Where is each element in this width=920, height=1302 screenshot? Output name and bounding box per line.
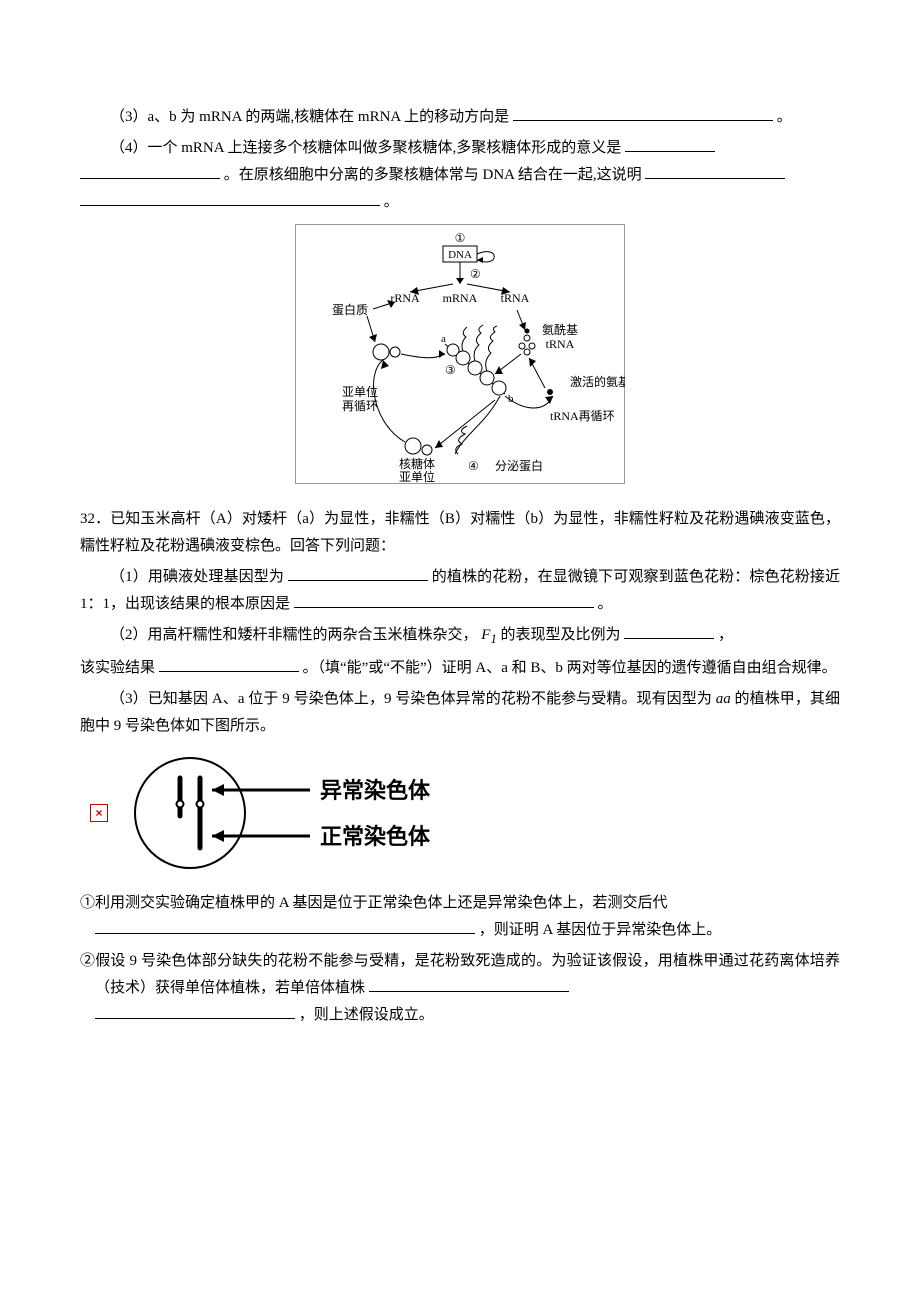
blank bbox=[288, 580, 428, 581]
abn-label: 异常染色体 bbox=[320, 778, 431, 803]
q32-3-1a: ①利用测交实验确定植株甲的 A 基因是位于正常染色体上还是异常染色体上，若测交后… bbox=[80, 895, 668, 911]
blank bbox=[95, 933, 475, 934]
chrom-svg: 异常染色体 正常染色体 bbox=[120, 748, 480, 878]
n4: ④ bbox=[468, 459, 479, 473]
blank bbox=[625, 151, 715, 152]
blank bbox=[513, 120, 773, 121]
n2: ② bbox=[470, 267, 481, 281]
blank bbox=[80, 178, 220, 179]
q31-3: （3）a、b 为 mRNA 的两端,核糖体在 mRNA 上的移动方向是 。 bbox=[80, 104, 840, 131]
q32-2: （2）用高杆糯性和矮杆非糯性的两杂合玉米植株杂交， F1 的表现型及比例为 ， bbox=[80, 622, 840, 651]
q31-4b: 。在原核细胞中分离的多聚核糖体常与 DNA 结合在一起,这说明 bbox=[224, 167, 642, 183]
protein: 蛋白质 bbox=[332, 302, 368, 317]
aatrna: tRNA bbox=[546, 337, 575, 351]
blank bbox=[645, 178, 785, 179]
f1-1: 1 bbox=[490, 632, 496, 646]
q31-3-tail: 。 bbox=[777, 109, 792, 125]
aa: 氨酰基 bbox=[542, 323, 578, 337]
q32-2a: （2）用高杆糯性和矮杆非糯性的两杂合玉米植株杂交， bbox=[110, 627, 478, 643]
blank bbox=[80, 205, 380, 206]
q32-3-1b: ，则证明 A 基因位于异常染色体上。 bbox=[479, 922, 722, 938]
nor-label: 正常染色体 bbox=[320, 824, 431, 849]
q32-3-1: ①利用测交实验确定植株甲的 A 基因是位于正常染色体上还是异常染色体上，若测交后… bbox=[80, 890, 840, 944]
n1: ① bbox=[455, 231, 466, 245]
sub-b: 再循环 bbox=[342, 399, 378, 413]
blank bbox=[369, 991, 569, 992]
q32-nla: 该实验结果 bbox=[80, 660, 155, 676]
blank bbox=[95, 1018, 295, 1019]
q31-4a: （4）一个 mRNA 上连接多个核糖体叫做多聚核糖体,多聚核糖体形成的意义是 bbox=[110, 140, 621, 156]
q32-3-2b: ，则上述假设成立。 bbox=[299, 1007, 434, 1023]
dna: DNA bbox=[448, 249, 472, 261]
figure-chromosome: × 异常染色体 正常染色体 bbox=[80, 748, 840, 878]
q31-3-text: （3）a、b 为 mRNA 的两端,核糖体在 mRNA 上的移动方向是 bbox=[110, 109, 509, 125]
ribo-a: 核糖体 bbox=[399, 456, 435, 471]
q32-2b: 的表现型及比例为 bbox=[500, 627, 620, 643]
q31-4-tail: 。 bbox=[384, 194, 399, 210]
translation-svg: ① DNA ② rRNA mRNA tRNA 蛋白质 bbox=[295, 224, 625, 484]
ribo-b: 亚单位 bbox=[399, 469, 435, 484]
aa-it: aa bbox=[716, 691, 731, 707]
blank bbox=[159, 671, 299, 672]
q32-2c: ， bbox=[718, 627, 733, 643]
secreted: 分泌蛋白 bbox=[495, 458, 543, 473]
q32-stem-text: 32．已知玉米高杆（A）对矮杆（a）为显性，非糯性（B）对糯性（b）为显性，非糯… bbox=[80, 511, 840, 554]
q32-3: （3）已知基因 A、a 位于 9 号染色体上，9 号染色体异常的花粉不能参与受精… bbox=[80, 686, 840, 740]
sub-a: 亚单位 bbox=[342, 384, 378, 399]
q32-3-2: ②假设 9 号染色体部分缺失的花粉不能参与受精，是花粉致死造成的。为验证该假设，… bbox=[80, 948, 840, 1029]
n3: ③ bbox=[445, 363, 456, 377]
mrna: mRNA bbox=[443, 291, 478, 305]
q32-3a: （3）已知基因 A、a 位于 9 号染色体上，9 号染色体异常的花粉不能参与受精… bbox=[110, 691, 716, 707]
blank bbox=[624, 638, 714, 639]
blank bbox=[294, 607, 594, 608]
activated: 激活的氨基酸 bbox=[570, 374, 625, 389]
broken-image-icon: × bbox=[90, 804, 108, 822]
q32-nlb: 。（填“能”或“不能”）证明 A、a 和 B、b 两对等位基因的遗传遵循自由组合… bbox=[303, 660, 837, 676]
q32-nl: 该实验结果 。（填“能”或“不能”）证明 A、a 和 B、b 两对等位基因的遗传… bbox=[80, 655, 840, 682]
a: a bbox=[441, 333, 446, 345]
q32-3-2a: ②假设 9 号染色体部分缺失的花粉不能参与受精，是花粉致死造成的。为验证该假设，… bbox=[80, 953, 840, 996]
page: （3）a、b 为 mRNA 的两端,核糖体在 mRNA 上的移动方向是 。 （4… bbox=[0, 0, 920, 1093]
q32-stem: 32．已知玉米高杆（A）对矮杆（a）为显性，非糯性（B）对糯性（b）为显性，非糯… bbox=[80, 506, 840, 560]
q32-1: （1）用碘液处理基因型为 的植株的花粉，在显微镜下可观察到蓝色花粉：棕色花粉接近… bbox=[80, 564, 840, 618]
trna-recycle: tRNA再循环 bbox=[550, 409, 615, 423]
q31-4: （4）一个 mRNA 上连接多个核糖体叫做多聚核糖体,多聚核糖体形成的意义是 。… bbox=[80, 135, 840, 216]
q32-1c: 。 bbox=[598, 596, 613, 612]
q32-1a: （1）用碘液处理基因型为 bbox=[110, 569, 284, 585]
figure-translation: ① DNA ② rRNA mRNA tRNA 蛋白质 bbox=[80, 224, 840, 494]
